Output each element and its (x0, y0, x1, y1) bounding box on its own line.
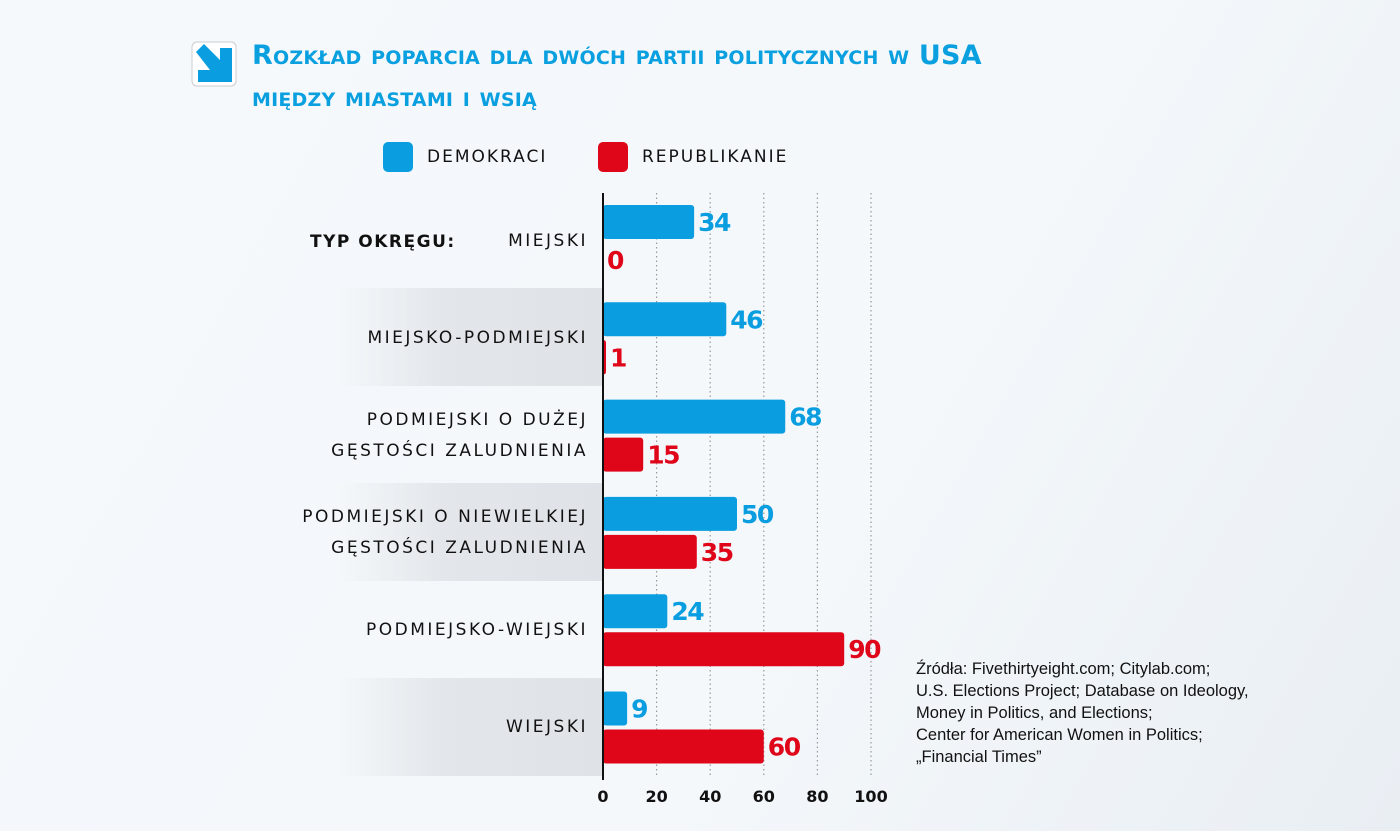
category-label-line: PODMIEJSKI O NIEWIELKIEJ (302, 506, 588, 527)
category-label: PODMIEJSKO-WIEJSKI (366, 615, 588, 646)
category-label: PODMIEJSKI O DUŻEJ GĘSTOŚCI ZALUDNIENIA (331, 405, 588, 467)
data-label: 46 (730, 305, 763, 334)
row-band (335, 678, 603, 776)
legend-swatch (383, 142, 413, 172)
data-label: 90 (848, 635, 881, 664)
bar-democrats (603, 399, 786, 434)
category-label: WIEJSKI (506, 712, 588, 743)
source-line: Źródła: Fivethirtyeight.com; Citylab.com… (916, 660, 1211, 678)
category-label: PODMIEJSKI O NIEWIELKIEJ GĘSTOŚCI ZALUDNI… (302, 502, 588, 564)
row-band (335, 483, 603, 581)
x-tick-label: 80 (806, 787, 828, 806)
bar-democrats (603, 691, 628, 726)
category-label-line: GĘSTOŚCI ZALUDNIENIA (331, 440, 588, 461)
data-label: 0 (607, 246, 624, 275)
chart-subtitle: między miastami i wsią (252, 82, 537, 113)
bar-republicans (603, 534, 697, 569)
chart-title: Rozkład poparcia dla dwóch partii polity… (252, 40, 982, 71)
category-label-line: GĘSTOŚCI ZALUDNIENIA (331, 537, 588, 558)
row-band (335, 288, 603, 386)
legend-item-republicans: REPUBLIKANIE (598, 142, 788, 172)
source-note: Źródła: Fivethirtyeight.com; Citylab.com… (916, 658, 1249, 768)
bar-democrats (603, 205, 695, 239)
category-label: MIEJSKI (508, 226, 588, 257)
x-tick-label: 100 (854, 787, 887, 806)
x-tick-label: 20 (645, 787, 667, 806)
data-label: 34 (698, 208, 731, 237)
data-label: 60 (768, 733, 801, 762)
source-line: U.S. Elections Project; Database on Ideo… (916, 682, 1249, 700)
data-label: 35 (701, 538, 733, 567)
category-label-line: PODMIEJSKO-WIEJSKI (366, 619, 588, 640)
source-line: Money in Politics, and Elections; (916, 704, 1153, 722)
data-label: 24 (671, 597, 704, 626)
category-label-line: MIEJSKI (508, 230, 588, 251)
bar-republicans (603, 632, 845, 667)
x-tick-label: 60 (753, 787, 775, 806)
legend-swatch (598, 142, 628, 172)
data-label: 9 (631, 695, 647, 724)
data-label: 68 (789, 403, 821, 432)
category-label: MIEJSKO-PODMIEJSKI (367, 323, 588, 354)
legend-item-democrats: DEMOKRACI (383, 142, 547, 172)
bar-democrats (603, 302, 727, 337)
data-label: 15 (647, 441, 679, 470)
data-label: 50 (741, 500, 774, 529)
source-line: „Financial Times” (916, 748, 1042, 766)
data-label: 1 (610, 343, 626, 372)
x-tick-label: 40 (699, 787, 721, 806)
x-tick-label: 0 (597, 787, 608, 806)
bar-democrats (603, 496, 737, 531)
source-line: Center for American Women in Politics; (916, 726, 1203, 744)
legend-label: REPUBLIKANIE (642, 147, 789, 167)
category-label-line: PODMIEJSKI O DUŻEJ (366, 409, 588, 430)
category-axis-label: TYP OKRĘGU: (310, 232, 456, 252)
bar-republicans (603, 437, 644, 472)
category-label-line: WIEJSKI (505, 717, 588, 737)
legend-label: DEMOKRACI (427, 147, 548, 167)
bar-republicans (603, 729, 764, 764)
arrow-down-right-icon (191, 41, 237, 87)
category-label-line: MIEJSKO-PODMIEJSKI (367, 327, 588, 348)
bar-democrats (603, 594, 668, 629)
